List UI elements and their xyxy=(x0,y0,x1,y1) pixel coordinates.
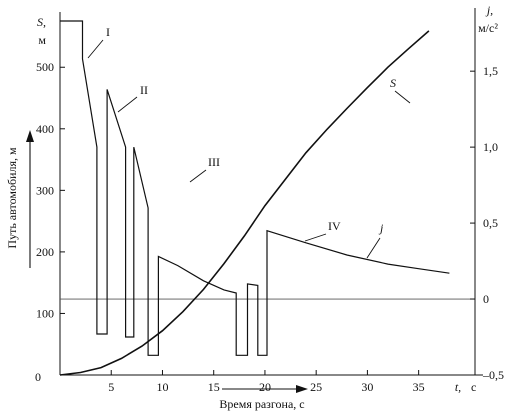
left-axis-unit: м xyxy=(38,33,46,47)
right-axis-symbol: j, xyxy=(485,3,493,17)
left-tick-label-400: 400 xyxy=(36,122,54,136)
left-tick-label-500: 500 xyxy=(36,60,54,74)
annotation-leader-3 xyxy=(304,233,327,242)
annotation-leader-4 xyxy=(394,90,411,104)
right-tick-label--0.5: –0,5 xyxy=(482,368,504,382)
x-tick-label-10: 10 xyxy=(156,380,168,394)
left-tick-label-200: 200 xyxy=(36,245,54,259)
left-axis-label: Путь автомобиля, м xyxy=(5,147,19,249)
origin-label: 0 xyxy=(35,370,41,384)
right-tick-label-0.5: 0,5 xyxy=(483,216,498,230)
x-axis-unit: с xyxy=(471,380,476,394)
annotation-leader-2 xyxy=(189,169,207,183)
x-tick-label-15: 15 xyxy=(208,380,220,394)
annotation-leader-5 xyxy=(366,237,381,259)
x-axis-symbol: t, xyxy=(455,380,461,394)
x-tick-label-35: 35 xyxy=(413,380,425,394)
annotation-label-2: III xyxy=(208,155,220,169)
annotation-label-0: I xyxy=(106,25,110,39)
annotation-leader-0 xyxy=(87,39,104,59)
right-axis-unit: м/с² xyxy=(478,21,498,35)
x-tick-label-20: 20 xyxy=(259,380,271,394)
x-tick-label-30: 30 xyxy=(361,380,373,394)
right-tick-label-0: 0 xyxy=(483,292,489,306)
left-tick-label-300: 300 xyxy=(36,183,54,197)
annotation-label-4: S xyxy=(390,76,396,90)
right-tick-label-1: 1,0 xyxy=(483,140,498,154)
left-axis-arrow-head xyxy=(26,130,34,142)
annotation-label-3: IV xyxy=(328,219,341,233)
x-axis-label: Время разгона, с xyxy=(219,397,304,411)
annotation-label-5: j xyxy=(378,221,384,235)
annotation-label-1: II xyxy=(140,83,148,97)
left-tick-label-100: 100 xyxy=(36,306,54,320)
x-axis-arrow-head xyxy=(296,385,308,393)
left-axis-symbol: S, xyxy=(37,15,46,29)
right-tick-label-1.5: 1,5 xyxy=(483,64,498,78)
annotation-leader-1 xyxy=(117,96,138,113)
series-j-line xyxy=(60,20,450,356)
x-tick-label-5: 5 xyxy=(108,380,114,394)
x-tick-label-25: 25 xyxy=(310,380,322,394)
series-S-line xyxy=(59,30,430,376)
